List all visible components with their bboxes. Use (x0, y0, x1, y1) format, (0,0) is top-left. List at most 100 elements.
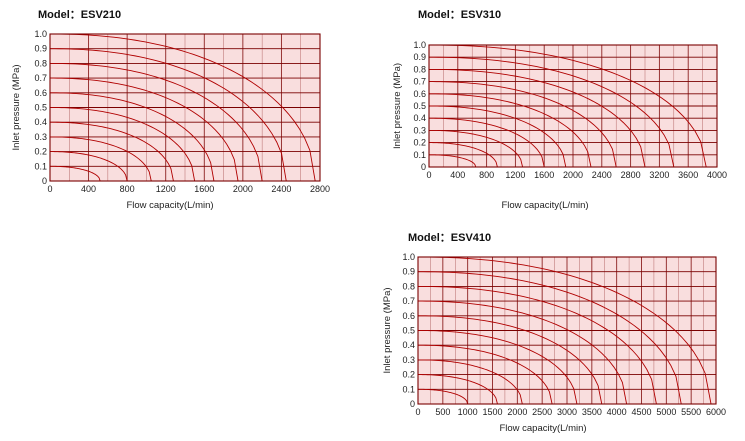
chart2-x-tick-label: 5000 (656, 407, 676, 417)
chart0-curve-inlet-0-6 (49, 92, 215, 182)
chart-esv410: Model：ESV410 0 500 1000 1500 2000 2500 3000 3500… (370, 228, 740, 441)
chart2-curve-inlet-0-8 (417, 285, 657, 405)
chart0-x-tick-label: 1200 (156, 184, 176, 194)
chart0-x-tick-label: 2000 (233, 184, 253, 194)
chart1-curve-inlet-1 (428, 44, 707, 168)
chart2-y-tick-label: 0.8 (402, 281, 415, 291)
chart2-x-tick-label: 1500 (482, 407, 502, 417)
chart0-curve-inlet-0-5 (49, 107, 196, 182)
chart0-curve-inlet-0-1 (50, 165, 101, 182)
chart1-y-tick-label: 0.4 (413, 113, 426, 123)
chart0-y-tick-label: 0.4 (34, 117, 47, 127)
chart0-x-tick-label: 2800 (310, 184, 330, 194)
chart1-curve-inlet-0-6 (428, 93, 592, 168)
chart0-x-tick-label: 400 (81, 184, 96, 194)
chart2-y-tick-label: 0.3 (402, 355, 415, 365)
chart-esv410-svg: Model：ESV410 0 500 1000 1500 2000 2500 3000 3500… (382, 232, 726, 434)
chart2-x-tick-label: 3500 (582, 407, 602, 417)
chart0-y-tick-label: 0.7 (34, 73, 47, 83)
chart1-x-tick-label: 400 (450, 170, 465, 180)
chart0-y-tick-label: 0.1 (34, 161, 47, 171)
chart1-y-tick-label: 0.3 (413, 125, 426, 135)
chart0-curve-inlet-0-2 (50, 151, 128, 182)
chart2-y-tick-label: 0.9 (402, 267, 415, 277)
chart2-x-tick-label: 6000 (706, 407, 726, 417)
chart1-y-tick-label: 0.6 (413, 89, 426, 99)
chart2-curve-inlet-0-1 (418, 388, 469, 405)
chart1-x-tick-label: 2400 (592, 170, 612, 180)
chart2-y-tick-label: 0.4 (402, 340, 415, 350)
chart1-title: Model：ESV310 (418, 9, 501, 21)
chart1-y-tick-label: 0.8 (413, 64, 426, 74)
chart1-y-tick-label: 0.5 (413, 101, 426, 111)
chart2-x-tick-label: 3000 (557, 407, 577, 417)
chart2-x-tick-label: 2500 (532, 407, 552, 417)
chart2-y-tick-label: 0.1 (402, 384, 415, 394)
chart1-y-tick-label: 0.1 (413, 150, 426, 160)
chart1-y-tick-label: 0 (421, 162, 426, 172)
chart0-y-tick-label: 0.8 (34, 58, 47, 68)
chart2-ylabel: Inlet pressure (MPa) (382, 287, 393, 373)
chart1-y-tick-label: 0.9 (413, 52, 426, 62)
chart0-y-tick-label: 0 (42, 176, 47, 186)
chart0-x-tick-label: 1600 (194, 184, 214, 194)
chart1-curve-inlet-0-4 (429, 117, 545, 168)
chart-esv310-svg: Model：ESV310 0 400 800 1200 1600 2000 2400 2800 3… (392, 9, 727, 211)
chart0-y-tick-label: 1.0 (34, 29, 47, 39)
chart1-xlabel: Flow capacity(L/min) (501, 200, 588, 211)
chart1-curve-inlet-0-5 (428, 105, 567, 168)
chart1-x-tick-label: 4000 (707, 170, 727, 180)
chart0-y-tick-label: 0.3 (34, 132, 47, 142)
chart2-title: Model：ESV410 (408, 232, 491, 244)
chart1-x-tick-label: 2800 (621, 170, 641, 180)
chart0-curve-inlet-0-4 (49, 121, 174, 182)
chart0-curve-inlet-0-7 (49, 77, 239, 182)
chart2-plot-border (417, 256, 717, 405)
chart2-curve-inlet-0-4 (417, 344, 553, 405)
chart0-curve-inlet-1 (49, 33, 316, 182)
chart2-curve-inlet-1 (417, 256, 712, 405)
chart-esv210: Model：ESV210 0 400 800 1200 1600 2000 2400 2800 0… (0, 0, 345, 225)
chart2-xlabel: Flow capacity(L/min) (499, 423, 586, 434)
chart0-plot-border (49, 33, 321, 182)
chart0-ylabel: Inlet pressure (MPa) (11, 64, 22, 150)
chart1-curve-inlet-0-9 (428, 56, 675, 168)
chart2-x-tick-label: 1000 (458, 407, 478, 417)
chart1-x-tick-label: 1600 (534, 170, 554, 180)
chart0-curve-inlet-0-8 (49, 62, 263, 182)
chart2-y-tick-label: 0.2 (402, 370, 415, 380)
chart1-x-tick-label: 3200 (649, 170, 669, 180)
chart1-ylabel: Inlet pressure (MPa) (392, 63, 403, 149)
chart2-y-tick-label: 1.0 (402, 252, 415, 262)
chart2-curve-inlet-0-3 (418, 359, 523, 405)
chart2-y-tick-label: 0.6 (402, 311, 415, 321)
chart-esv310: Model：ESV310 0 400 800 1200 1600 2000 2400 2800 3… (382, 0, 744, 225)
chart2-curve-inlet-0-6 (417, 315, 603, 405)
chart2-curve-inlet-0-7 (417, 300, 628, 405)
chart0-x-tick-label: 800 (120, 184, 135, 194)
chart0-y-tick-label: 0.9 (34, 44, 47, 54)
chart1-plot-border (428, 44, 718, 168)
chart1-x-tick-label: 800 (479, 170, 494, 180)
chart2-y-tick-label: 0 (410, 399, 415, 409)
chart2-x-tick-label: 5500 (681, 407, 701, 417)
chart1-curve-inlet-0-1 (429, 154, 477, 168)
chart0-y-tick-label: 0.2 (34, 147, 47, 157)
chart2-y-tick-label: 0.7 (402, 296, 415, 306)
chart1-curve-inlet-0-7 (428, 81, 617, 168)
chart0-y-tick-label: 0.6 (34, 88, 47, 98)
chart1-x-tick-label: 2000 (563, 170, 583, 180)
chart1-y-tick-label: 1.0 (413, 40, 426, 50)
chart1-y-tick-label: 0.7 (413, 77, 426, 87)
chart2-x-tick-label: 2000 (507, 407, 527, 417)
chart0-title: Model：ESV210 (38, 9, 121, 21)
chart0-curve-inlet-0-9 (49, 48, 287, 182)
chart1-x-tick-label: 0 (426, 170, 431, 180)
chart2-curve-inlet-0-9 (417, 271, 682, 405)
chart1-x-tick-label: 3600 (678, 170, 698, 180)
chart2-curve-inlet-0-5 (417, 330, 578, 405)
chart2-x-tick-label: 500 (435, 407, 450, 417)
chart1-x-tick-label: 1200 (505, 170, 525, 180)
chart1-curve-inlet-0-8 (428, 68, 646, 168)
chart1-curve-inlet-0-2 (429, 142, 498, 168)
